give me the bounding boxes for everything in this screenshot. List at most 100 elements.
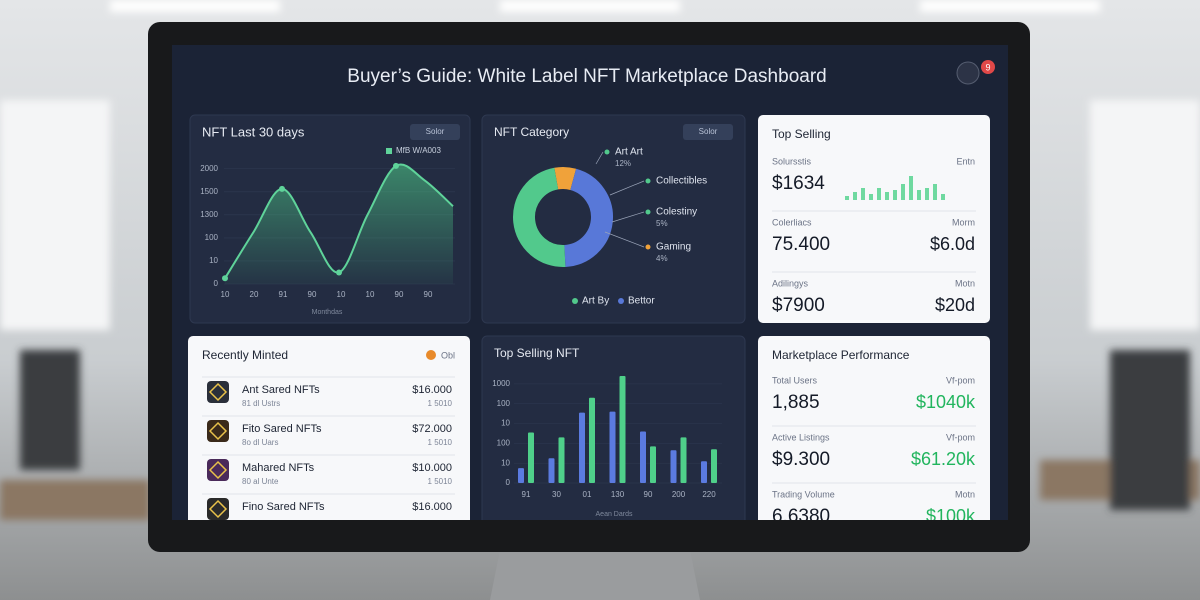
annotation-line <box>609 180 645 196</box>
annotation-dot <box>604 149 610 155</box>
annotation-line <box>595 151 604 165</box>
x-tick-label: 220 <box>702 490 716 499</box>
annotation-label: Collectibles <box>656 176 707 187</box>
panel <box>758 115 990 323</box>
legend-label: Art By <box>582 296 609 307</box>
nft-name: Mahared NFTs <box>242 462 315 474</box>
x-tick-label: 10 <box>221 290 230 299</box>
stat-value: $1634 <box>772 173 825 194</box>
sparkline-bar <box>885 192 889 200</box>
x-tick-label: 20 <box>250 290 259 299</box>
sparkline-bar <box>869 194 873 200</box>
bar <box>680 437 687 483</box>
badge-label: Obl <box>441 350 455 360</box>
bar <box>609 411 616 483</box>
notification-badge <box>981 60 995 74</box>
sparkline-bar <box>933 184 937 200</box>
nft-meta: 1 5010 <box>428 477 453 486</box>
point-marker <box>393 162 399 169</box>
stat-label: Active Listings <box>772 432 830 442</box>
office-blur <box>0 0 1200 520</box>
donut-slice <box>554 167 577 191</box>
filter-button[interactable] <box>683 124 733 140</box>
legend-label: MfB W/A003 <box>396 146 441 155</box>
annotation-dot <box>645 178 651 184</box>
x-tick-label: 30 <box>552 490 561 499</box>
x-tick-label: 200 <box>672 490 686 499</box>
nft-price: $10.000 <box>412 462 452 474</box>
nft-price: $16.000 <box>412 384 452 396</box>
x-tick-label: 90 <box>644 490 653 499</box>
annotation-dot <box>645 244 651 250</box>
bar <box>579 412 585 483</box>
donut-slice <box>563 168 613 267</box>
bar <box>558 437 565 483</box>
nft-icon-glyph <box>208 460 228 480</box>
badge-count: 9 <box>985 62 990 72</box>
stat-value: $7900 <box>772 295 825 316</box>
nft-meta: 80 al Unte <box>242 477 279 486</box>
legend-swatch <box>386 148 392 154</box>
stat-change: $61.20k <box>911 449 976 469</box>
bar <box>640 431 646 483</box>
point-marker <box>336 269 342 276</box>
y-tick-label: 1500 <box>200 187 218 196</box>
x-tick-label: 01 <box>583 490 592 499</box>
x-tick-label: 90 <box>424 290 433 299</box>
legend-dot <box>572 298 578 304</box>
badge-icon <box>426 350 436 360</box>
legend-dot <box>618 298 624 304</box>
donut-slice <box>513 167 566 267</box>
card-title: Recently Minted <box>202 348 288 362</box>
bar <box>589 397 595 483</box>
nft-icon-glyph <box>208 421 228 441</box>
panel <box>481 114 746 324</box>
annotation-label: Gaming <box>656 242 691 253</box>
annotation-value: 12% <box>615 159 631 168</box>
nft-price: $72.000 <box>412 423 452 435</box>
point-marker <box>222 275 228 282</box>
page-title: Buyer’s Guide: White Label NFT Marketpla… <box>347 66 826 87</box>
stat-label: Total Users <box>772 375 818 385</box>
card-title: Top Selling <box>772 127 831 141</box>
x-tick-label: 91 <box>279 290 288 299</box>
nft-icon <box>207 459 229 481</box>
sparkline-bar <box>845 196 849 200</box>
sparkline-bar <box>925 188 929 200</box>
monitor-stand <box>490 550 700 600</box>
panel <box>758 336 990 520</box>
stat-change: $20d <box>935 295 975 315</box>
annotation-value: 5% <box>656 219 668 228</box>
y-tick-label: 10 <box>209 256 218 265</box>
annotation-line <box>604 231 645 248</box>
sparkline-bar <box>941 194 945 200</box>
stat-period: Motn <box>955 278 975 288</box>
nft-meta: 1 5010 <box>428 438 453 447</box>
x-tick-label: 91 <box>522 490 531 499</box>
sparkline-bar <box>861 188 865 200</box>
stat-value: $9.300 <box>772 449 830 470</box>
y-tick-label: 100 <box>205 233 219 242</box>
nft-name: Fino Sared NFTs <box>242 501 325 513</box>
axis-label: Monthdas <box>312 309 343 316</box>
panel <box>188 336 470 520</box>
stat-label: Colerliacs <box>772 217 812 227</box>
stat-change: $6.0d <box>930 234 975 254</box>
legend-label: Bettor <box>628 296 655 307</box>
bar <box>528 432 534 483</box>
stat-period: Morm <box>952 217 975 227</box>
bar <box>711 449 717 483</box>
stat-change: $100k <box>926 506 976 526</box>
y-tick-label: 0 <box>506 478 511 487</box>
nft-meta: 8o dl Uars <box>242 438 278 447</box>
sparkline-bar <box>909 176 913 200</box>
annotation-dot <box>645 209 651 215</box>
annotation-label: Art Art <box>615 147 643 158</box>
x-tick-label: 10 <box>337 290 346 299</box>
panel-title: Top Selling NFT <box>494 346 580 360</box>
annotation-line <box>611 211 645 223</box>
filter-button[interactable] <box>410 124 460 140</box>
stat-label: Adilingys <box>772 278 809 288</box>
annotation-value: 4% <box>656 254 668 263</box>
bar <box>548 458 555 483</box>
